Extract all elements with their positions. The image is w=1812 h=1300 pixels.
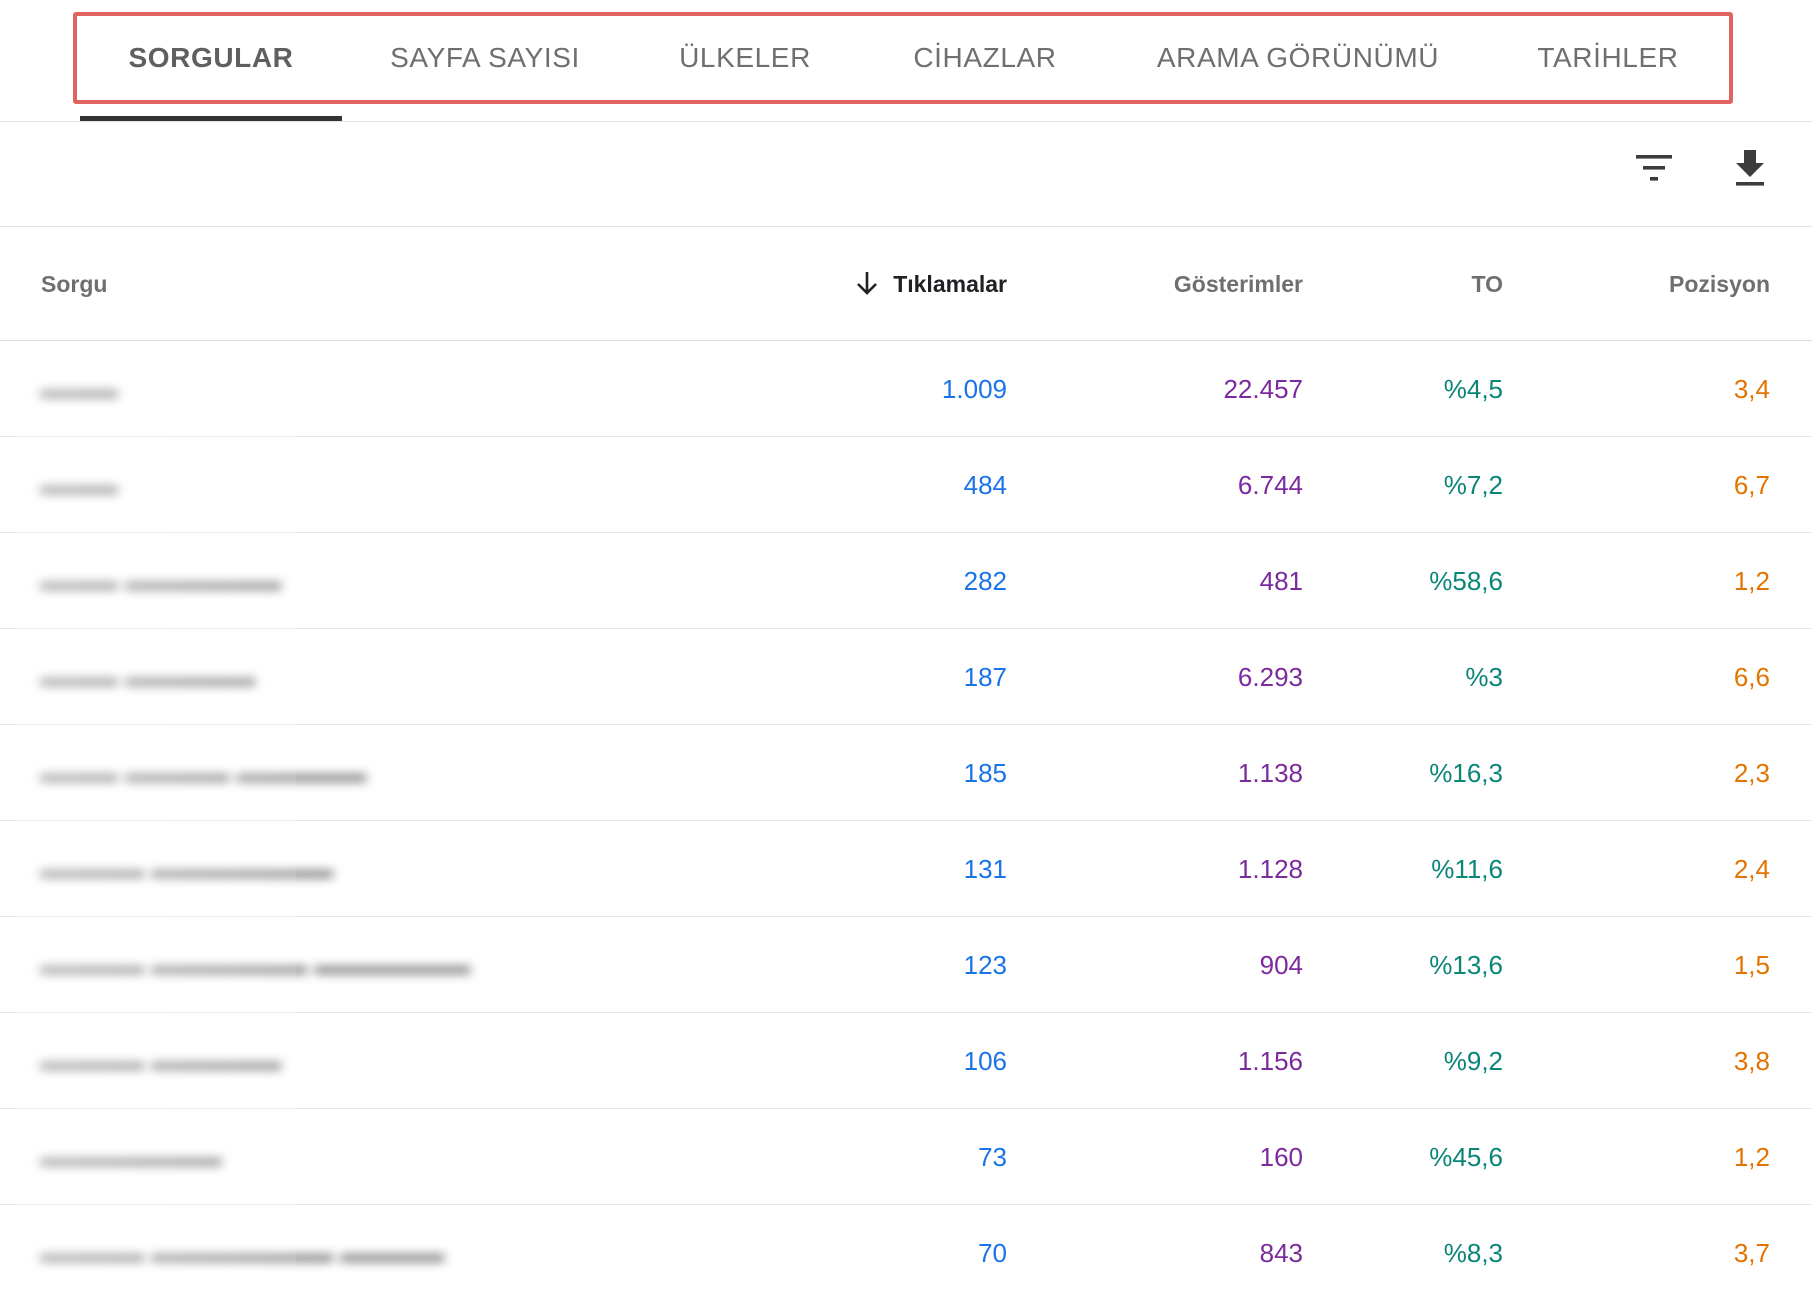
ctr-cell: %3 — [1465, 662, 1503, 692]
ctr-cell: %9,2 — [1443, 1046, 1503, 1076]
table-row[interactable]: ▬▬▬▬ ▬▬▬▬▬▬▬ ▬▬▬▬ 70 843 %8,3 3,7 — [0, 1205, 1812, 1300]
query-cell-redacted: ▬▬▬▬ ▬▬▬▬▬▬ ▬▬▬▬▬▬ — [40, 950, 471, 980]
ctr-cell: %7,2 — [1443, 470, 1503, 500]
column-header-position[interactable]: Pozisyon — [1669, 271, 1770, 297]
position-cell: 1,2 — [1733, 566, 1770, 596]
query-cell-redacted: ▬▬▬ — [40, 437, 118, 533]
position-cell: 1,2 — [1733, 1142, 1770, 1172]
query-blur-mask — [18, 1109, 296, 1205]
queries-table: Sorgu Tıklamalar Gösterimler TO Pozisyon… — [0, 227, 1812, 1300]
dimension-tabs: SORGULAR SAYFA SAYISI ÜLKELER CİHAZLAR A… — [0, 0, 1812, 122]
position-cell: 6,7 — [1733, 470, 1770, 500]
impressions-cell: 1.156 — [1237, 1046, 1303, 1076]
impressions-cell: 843 — [1259, 1238, 1303, 1268]
clicks-cell: 1.009 — [941, 374, 1007, 404]
impressions-cell: 160 — [1259, 1142, 1303, 1172]
table-row[interactable]: ▬▬▬ 484 6.744 %7,2 6,7 — [0, 437, 1812, 533]
query-blur-mask — [18, 533, 296, 629]
sort-descending-icon — [857, 271, 878, 295]
active-tab-indicator — [80, 116, 342, 121]
query-cell-redacted: ▬▬▬ ▬▬▬▬ ▬▬▬▬▬ — [40, 758, 367, 788]
filter-icon — [1636, 155, 1672, 181]
table-row[interactable]: ▬▬▬ ▬▬▬▬▬▬ 282 481 %58,6 1,2 — [0, 533, 1812, 629]
position-cell: 2,3 — [1733, 758, 1770, 788]
query-cell-redacted: ▬▬▬▬ ▬▬▬▬▬▬▬ ▬▬▬▬ — [40, 1238, 445, 1268]
clicks-cell: 484 — [963, 470, 1007, 500]
column-header-ctr[interactable]: TO — [1471, 271, 1503, 297]
column-header-query[interactable]: Sorgu — [41, 271, 108, 297]
table-row[interactable]: ▬▬▬ 1.009 22.457 %4,5 3,4 — [0, 341, 1812, 437]
ctr-cell: %58,6 — [1429, 566, 1503, 596]
clicks-cell: 70 — [978, 1238, 1007, 1268]
query-cell-redacted: ▬▬▬▬ ▬▬▬▬▬▬▬ — [40, 821, 333, 917]
impressions-cell: 481 — [1259, 566, 1303, 596]
column-header-impressions[interactable]: Gösterimler — [1173, 271, 1303, 297]
clicks-cell: 106 — [963, 1046, 1007, 1076]
ctr-cell: %8,3 — [1443, 1238, 1503, 1268]
query-cell-redacted: ▬▬▬ ▬▬▬▬▬▬ — [40, 533, 281, 629]
impressions-cell: 22.457 — [1223, 374, 1303, 404]
clicks-cell: 187 — [963, 662, 1007, 692]
impressions-cell: 1.128 — [1237, 854, 1303, 884]
column-header-clicks[interactable]: Tıklamalar — [800, 227, 1007, 341]
ctr-cell: %16,3 — [1429, 758, 1503, 788]
table-row[interactable]: ▬▬▬▬ ▬▬▬▬▬▬▬ 131 1.128 %11,6 2,4 — [0, 821, 1812, 917]
tab-devices[interactable]: CİHAZLAR — [913, 42, 1057, 73]
query-cell-redacted: ▬▬▬ ▬▬▬▬▬ — [40, 629, 255, 725]
query-blur-mask — [18, 1013, 296, 1109]
impressions-cell: 904 — [1259, 950, 1303, 980]
tab-pages[interactable]: SAYFA SAYISI — [390, 42, 580, 73]
impressions-cell: 6.744 — [1237, 470, 1303, 500]
ctr-cell: %13,6 — [1429, 950, 1503, 980]
query-blur-mask — [18, 1205, 296, 1300]
table-row[interactable]: ▬▬▬▬▬▬▬ 73 160 %45,6 1,2 — [0, 1109, 1812, 1205]
position-cell: 1,5 — [1733, 950, 1770, 980]
tab-queries[interactable]: SORGULAR — [128, 42, 294, 73]
position-cell: 2,4 — [1733, 854, 1770, 884]
clicks-cell: 123 — [963, 950, 1007, 980]
position-cell: 3,8 — [1733, 1046, 1770, 1076]
clicks-cell: 73 — [978, 1142, 1007, 1172]
impressions-cell: 1.138 — [1237, 758, 1303, 788]
table-header: Sorgu Tıklamalar Gösterimler TO Pozisyon — [0, 227, 1812, 341]
clicks-cell: 185 — [963, 758, 1007, 788]
tab-search-appearance[interactable]: ARAMA GÖRÜNÜMÜ — [1156, 42, 1440, 73]
ctr-cell: %4,5 — [1443, 374, 1503, 404]
position-cell: 3,7 — [1733, 1238, 1770, 1268]
clicks-cell: 131 — [963, 854, 1007, 884]
position-cell: 3,4 — [1733, 374, 1770, 404]
query-blur-mask — [18, 341, 296, 437]
position-cell: 6,6 — [1733, 662, 1770, 692]
query-cell-redacted: ▬▬▬▬▬▬▬ — [40, 1109, 222, 1205]
table-row[interactable]: ▬▬▬ ▬▬▬▬▬ 187 6.293 %3 6,6 — [0, 629, 1812, 725]
table-toolbar — [0, 122, 1812, 227]
tab-countries[interactable]: ÜLKELER — [679, 42, 811, 73]
table-row[interactable]: ▬▬▬ ▬▬▬▬ ▬▬▬▬▬ 185 1.138 %16,3 2,3 — [0, 725, 1812, 821]
column-header-clicks-label: Tıklamalar — [893, 271, 1007, 297]
query-blur-mask — [18, 725, 296, 821]
clicks-cell: 282 — [963, 566, 1007, 596]
query-cell-redacted: ▬▬▬▬ ▬▬▬▬▬ — [40, 1013, 281, 1109]
table-row[interactable]: ▬▬▬▬ ▬▬▬▬▬▬ ▬▬▬▬▬▬ 123 904 %13,6 1,5 — [0, 917, 1812, 1013]
query-blur-mask — [18, 917, 296, 1013]
tab-dates[interactable]: TARİHLER — [1537, 42, 1679, 73]
download-icon — [1736, 150, 1764, 186]
query-blur-mask — [18, 437, 296, 533]
query-cell-redacted: ▬▬▬ — [40, 341, 118, 437]
impressions-cell: 6.293 — [1237, 662, 1303, 692]
query-blur-mask — [18, 821, 296, 917]
table-body: ▬▬▬1.00922.457%4,53,4▬▬▬4846.744%7,26,7▬… — [0, 341, 1812, 1300]
query-blur-mask — [18, 629, 296, 725]
filter-button[interactable] — [1626, 140, 1682, 196]
download-button[interactable] — [1722, 140, 1778, 196]
table-row[interactable]: ▬▬▬▬ ▬▬▬▬▬ 106 1.156 %9,2 3,8 — [0, 1013, 1812, 1109]
ctr-cell: %45,6 — [1429, 1142, 1503, 1172]
ctr-cell: %11,6 — [1431, 854, 1503, 884]
